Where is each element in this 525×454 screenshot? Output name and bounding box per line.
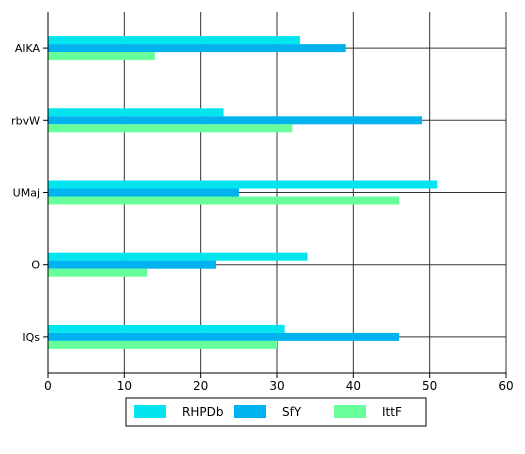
bar-SfY-IQs bbox=[48, 332, 400, 341]
bar-IttF-IQs bbox=[48, 340, 277, 349]
legend-box bbox=[125, 397, 427, 427]
bar-IttF-AlKA bbox=[48, 52, 155, 61]
legend-swatch-SfY bbox=[234, 405, 266, 418]
x-tick-label: 60 bbox=[498, 379, 513, 393]
x-tick-label: 40 bbox=[346, 379, 361, 393]
bars-layer bbox=[48, 36, 438, 349]
y-tick-label: AlKA bbox=[15, 42, 41, 55]
bar-RHPDb-IQs bbox=[48, 324, 285, 333]
axes-layer bbox=[43, 12, 507, 378]
x-tick-label: 20 bbox=[193, 379, 208, 393]
legend-label: SfY bbox=[282, 405, 302, 419]
bar-RHPDb-AlKA bbox=[48, 36, 300, 45]
bar-IttF-rbvW bbox=[48, 124, 293, 133]
bar-SfY-AlKA bbox=[48, 44, 346, 53]
legend-swatch-RHPDb bbox=[134, 405, 166, 418]
x-tick-label: 50 bbox=[422, 379, 437, 393]
x-tick-label: 30 bbox=[269, 379, 284, 393]
legend-label: IttF bbox=[382, 405, 402, 419]
x-tick-label: 10 bbox=[117, 379, 132, 393]
y-tick-label: rbvW bbox=[11, 114, 40, 127]
x-tick-label: 0 bbox=[44, 379, 52, 393]
y-tick-label: UMaj bbox=[13, 187, 40, 200]
bar-SfY-rbvW bbox=[48, 116, 423, 125]
bar-IttF-O bbox=[48, 268, 148, 277]
bar-IttF-UMaj bbox=[48, 196, 400, 205]
bar-RHPDb-UMaj bbox=[48, 180, 438, 189]
legend-swatch-IttF bbox=[334, 405, 366, 418]
bar-RHPDb-rbvW bbox=[48, 108, 224, 117]
bar-SfY-O bbox=[48, 260, 216, 269]
legend-label: RHPDb bbox=[182, 405, 223, 419]
y-tick-label: IQs bbox=[22, 331, 40, 344]
bar-RHPDb-O bbox=[48, 252, 308, 261]
bar-SfY-UMaj bbox=[48, 188, 239, 197]
labels-layer: 0 10 20 30 40 50 60 AlKA rbvW UMaj O IQs bbox=[11, 42, 514, 393]
y-tick-label: O bbox=[31, 259, 40, 272]
legend: RHPDb SfY IttF bbox=[125, 397, 427, 427]
